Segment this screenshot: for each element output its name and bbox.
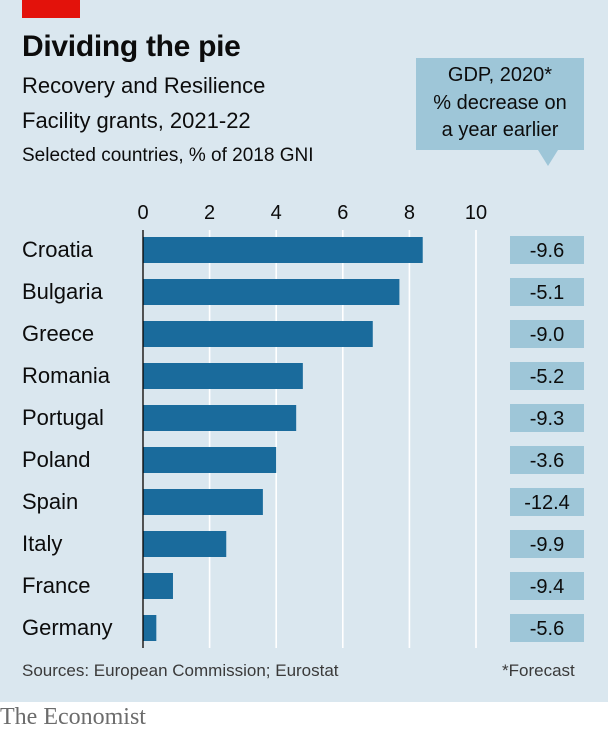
bar (143, 447, 277, 473)
country-label: Romania (22, 363, 111, 388)
bar (143, 405, 297, 431)
bar (143, 489, 263, 515)
gdp-change-label: -9.6 (530, 240, 564, 262)
gdp-label-box (510, 236, 584, 264)
bar (143, 615, 157, 641)
gdp-change-label: -5.6 (530, 618, 564, 640)
country-label: Bulgaria (22, 279, 103, 304)
bar (143, 573, 173, 599)
gdp-label-box (510, 614, 584, 642)
chart-subtitle-line1: Recovery and Resilience (22, 73, 266, 98)
chart-subtitle-line2: Facility grants, 2021-22 (22, 108, 251, 133)
x-tick-label: 4 (271, 202, 282, 224)
bar (143, 531, 227, 557)
gdp-change-label: -9.3 (530, 408, 564, 430)
x-tick-label: 10 (465, 202, 487, 224)
gdp-change-label: -3.6 (530, 450, 564, 472)
chart-subtitle-line3: Selected countries, % of 2018 GNI (22, 145, 314, 166)
country-label: Greece (22, 321, 94, 346)
brand-red-tag (22, 0, 80, 18)
chart-title: Dividing the pie (22, 30, 241, 63)
gdp-change-label: -9.0 (530, 324, 564, 346)
gdp-legend-pointer (538, 150, 558, 166)
gdp-legend-box: GDP, 2020* % decrease on a year earlier (416, 58, 584, 150)
bar (143, 279, 400, 305)
country-label: Italy (22, 531, 62, 556)
gdp-label-box (510, 362, 584, 390)
bar-chart: 0 2 4 6 8 10 Croatia -9.6 Bulgaria -5.1 Greece -9.0… (22, 202, 584, 648)
gdp-label-box (510, 446, 584, 474)
gdp-label-box (510, 572, 584, 600)
bar (143, 363, 303, 389)
bar (143, 321, 373, 347)
gdp-label-box (510, 530, 584, 558)
gdp-change-label: -9.9 (530, 534, 564, 556)
forecast-footnote: *Forecast (502, 661, 575, 680)
gdp-label-box (510, 320, 584, 348)
gdp-change-label: -12.4 (524, 492, 570, 514)
country-label: Germany (22, 615, 112, 640)
gdp-legend-line1: GDP, 2020* (447, 64, 553, 86)
country-label: Poland (22, 447, 91, 472)
country-label: Portugal (22, 405, 104, 430)
x-tick-label: 2 (204, 202, 215, 224)
country-label: Spain (22, 489, 78, 514)
brand-wordmark: The Economist (0, 704, 146, 730)
gdp-label-box (510, 404, 584, 432)
x-tick-label: 6 (337, 202, 348, 224)
x-tick-label: 0 (137, 202, 148, 224)
gdp-label-box (510, 278, 584, 306)
gdp-change-label: -5.2 (530, 366, 564, 388)
gdp-change-label: -9.4 (530, 576, 564, 598)
country-label: Croatia (22, 237, 94, 262)
gdp-change-label: -5.1 (530, 282, 564, 304)
x-tick-label: 8 (404, 202, 415, 224)
bar (143, 237, 423, 263)
chart-panel: Dividing the pie Recovery and Resilience… (0, 0, 608, 702)
gdp-legend-line2: % decrease on (433, 92, 567, 114)
sources-note: Sources: European Commission; Eurostat (22, 661, 339, 680)
country-label: France (22, 573, 90, 598)
gdp-label-box (510, 488, 584, 516)
gdp-legend-line3: a year earlier (441, 119, 559, 141)
